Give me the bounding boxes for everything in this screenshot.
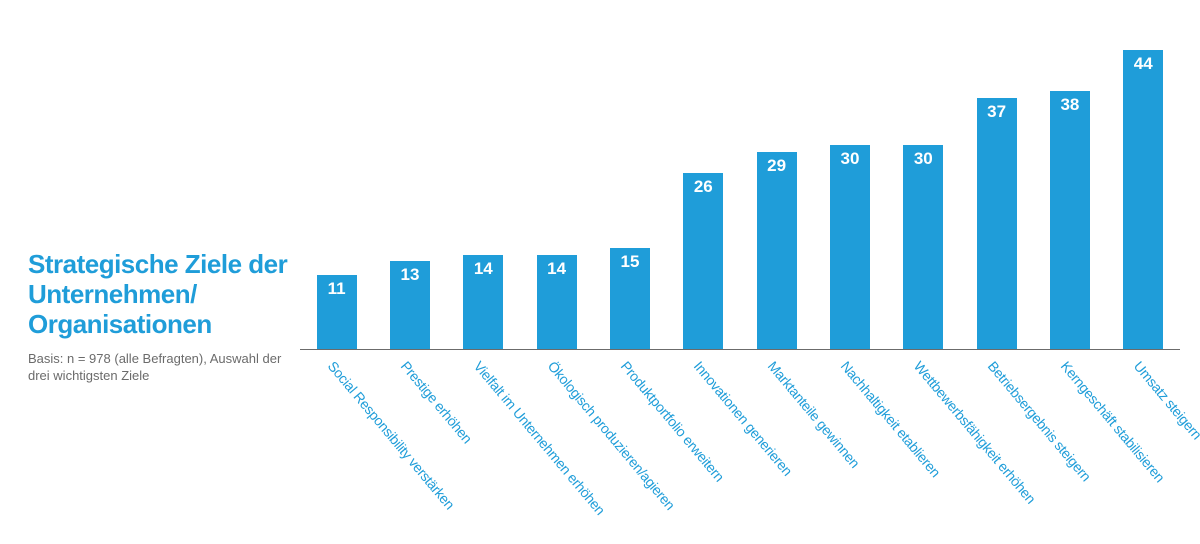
label-slot: Innovationen generieren (667, 350, 740, 510)
bar-value-label: 37 (977, 102, 1017, 122)
x-labels-group: Social Responsibility verstärkenPrestige… (300, 350, 1180, 510)
chart-plot: 11 13 14 14 15 26 29 30 30 37 38 44 (300, 50, 1180, 350)
bar-value-label: 15 (610, 252, 650, 272)
bar-value-label: 30 (903, 149, 943, 169)
bar: 29 (757, 152, 797, 350)
chart-subtitle: Basis: n = 978 (alle Befragten), Auswahl… (28, 350, 288, 385)
bar-slot: 11 (300, 50, 373, 350)
bar-slot: 15 (593, 50, 666, 350)
label-slot: Marktanteile gewinnen (740, 350, 813, 510)
title-block: Strategische Ziele der Unternehmen/ Orga… (28, 250, 288, 385)
bar-value-label: 44 (1123, 54, 1163, 74)
bar-slot: 38 (1033, 50, 1106, 350)
label-slot: Kerngeschäft stabilisieren (1033, 350, 1106, 510)
bar: 15 (610, 248, 650, 350)
bar: 14 (463, 255, 503, 350)
bar-slot: 37 (960, 50, 1033, 350)
bar-value-label: 30 (830, 149, 870, 169)
label-slot: Wettbewerbsfähigkeit erhöhen (887, 350, 960, 510)
label-slot: Vielfalt im Unternehmen erhöhen (447, 350, 520, 510)
bar-slot: 26 (667, 50, 740, 350)
label-slot: Ökologisch produzieren/agieren (520, 350, 593, 510)
bar-slot: 14 (520, 50, 593, 350)
label-slot: Umsatz steigern (1107, 350, 1180, 510)
bar-slot: 14 (447, 50, 520, 350)
label-slot: Betriebsergebnis steigern (960, 350, 1033, 510)
bar-slot: 30 (887, 50, 960, 350)
bar: 26 (683, 173, 723, 350)
bar-value-label: 13 (390, 265, 430, 285)
label-slot: Prestige erhöhen (373, 350, 446, 510)
bar: 38 (1050, 91, 1090, 350)
bar: 30 (903, 145, 943, 350)
bar-slot: 30 (813, 50, 886, 350)
bar-value-label: 26 (683, 177, 723, 197)
bar: 13 (390, 261, 430, 350)
bar-value-label: 14 (463, 259, 503, 279)
bar: 37 (977, 98, 1017, 350)
label-slot: Social Responsibility verstärken (300, 350, 373, 510)
bars-group: 11 13 14 14 15 26 29 30 30 37 38 44 (300, 50, 1180, 350)
label-slot: Produktportfolio erweitern (593, 350, 666, 510)
bar: 11 (317, 275, 357, 350)
bar-value-label: 14 (537, 259, 577, 279)
bar-slot: 13 (373, 50, 446, 350)
bar-slot: 29 (740, 50, 813, 350)
x-category-label: Umsatz steigern (1131, 358, 1200, 442)
chart-container: Strategische Ziele der Unternehmen/ Orga… (0, 0, 1200, 544)
bar-slot: 44 (1107, 50, 1180, 350)
bar-value-label: 11 (317, 279, 357, 299)
bar: 30 (830, 145, 870, 350)
chart-title: Strategische Ziele der Unternehmen/ Orga… (28, 250, 288, 340)
label-slot: Nachhaltigkeit etablieren (813, 350, 886, 510)
bar: 14 (537, 255, 577, 350)
bar-chart: 11 13 14 14 15 26 29 30 30 37 38 44 Social Responsi… (300, 50, 1180, 510)
bar: 44 (1123, 50, 1163, 350)
bar-value-label: 38 (1050, 95, 1090, 115)
bar-value-label: 29 (757, 156, 797, 176)
